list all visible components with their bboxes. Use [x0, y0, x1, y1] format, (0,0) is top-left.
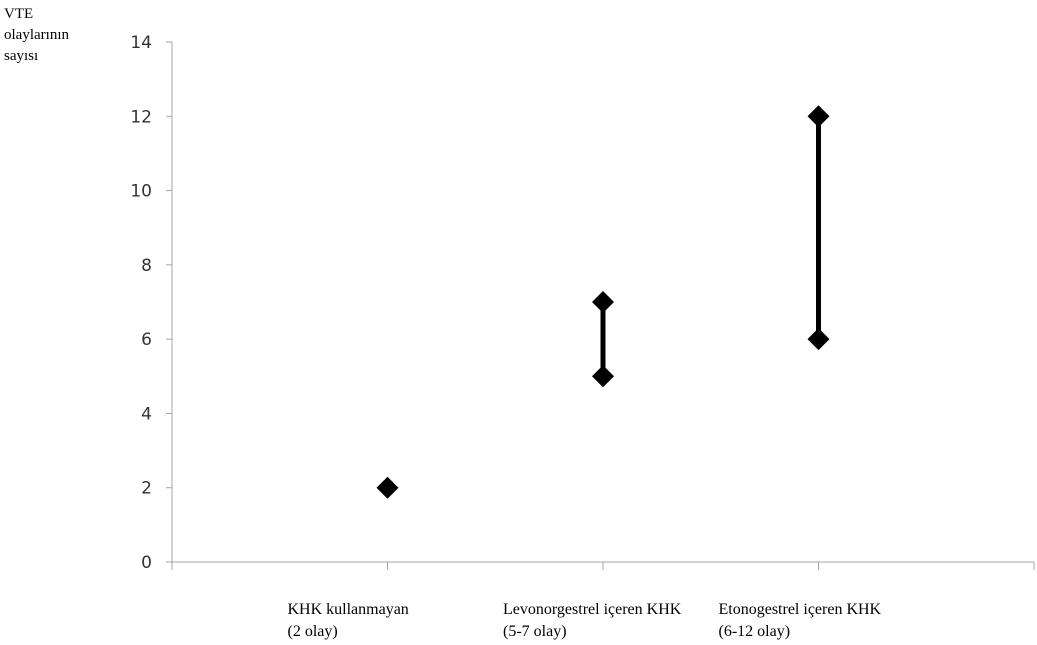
- x-category-label-line1: Levonorgestrel içeren KHK: [503, 601, 682, 618]
- y-tick-label: 10: [130, 182, 152, 202]
- data-point-marker: [592, 291, 614, 313]
- y-tick-labels: 0 2 4 6 8 10 12 14: [130, 33, 152, 573]
- y-tick-label: 8: [141, 256, 152, 276]
- data-point-marker: [807, 105, 830, 128]
- y-tick-label: 0: [141, 553, 152, 573]
- x-category-label-line2: (6-12 olay): [719, 623, 791, 640]
- data-point-marker: [807, 328, 830, 351]
- y-tick-label: 12: [130, 107, 152, 127]
- y-tick-label: 14: [130, 33, 152, 53]
- axes: [166, 41, 1035, 570]
- data-point-marker: [376, 476, 399, 499]
- y-axis-label-line: sayısı: [4, 48, 38, 64]
- x-category-label-line1: Etonogestrel içeren KHK: [719, 601, 882, 618]
- x-category-labels: KHK kullanmayan (2 olay) Levonorgestrel iç…: [288, 601, 882, 640]
- data-point-marker: [592, 365, 614, 388]
- x-category-label-line2: (5-7 olay): [503, 623, 567, 640]
- data-marks: [376, 105, 830, 499]
- x-category-label-line2: (2 olay): [288, 623, 338, 640]
- x-category-label-line1: KHK kullanmayan: [288, 601, 409, 618]
- y-axis-label: VTE olaylarının sayısı: [4, 6, 69, 64]
- y-tick-label: 2: [141, 479, 152, 499]
- y-axis-label-line: VTE: [4, 6, 33, 22]
- y-tick-label: 6: [141, 330, 152, 350]
- y-axis-label-line: olaylarının: [4, 27, 69, 43]
- y-tick-label: 4: [141, 404, 152, 424]
